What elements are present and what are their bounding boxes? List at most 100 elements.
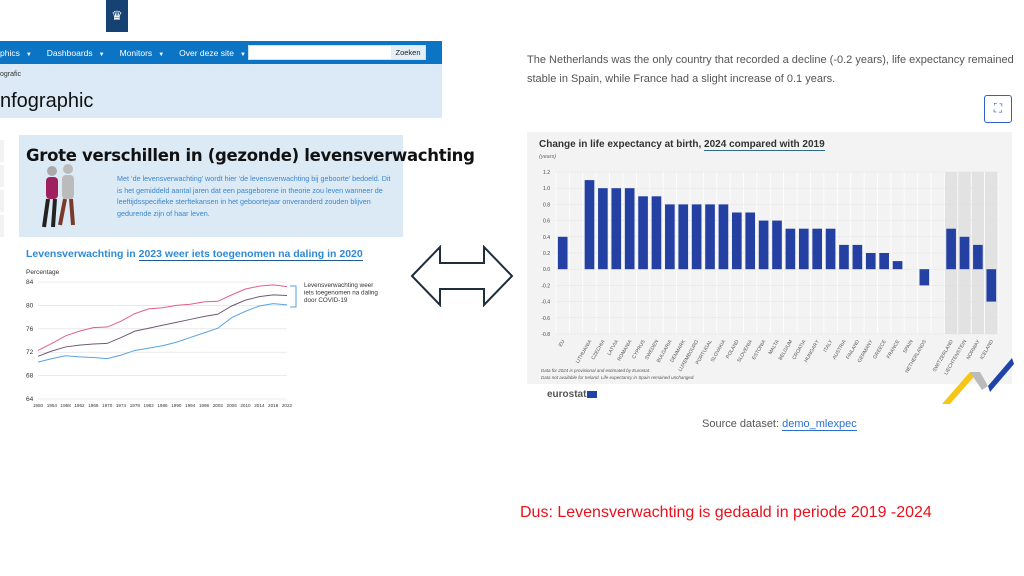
x-tick-label: MALTA xyxy=(768,338,781,355)
bar-czechia xyxy=(598,188,608,270)
nav-item-over-deze-site[interactable]: Over deze site ▼ xyxy=(179,48,246,58)
bar-france xyxy=(892,261,903,270)
page-header xyxy=(0,64,442,118)
sidebar-item[interactable] xyxy=(0,215,4,237)
bar-latvia xyxy=(611,188,622,270)
bar-hungary xyxy=(812,228,823,270)
x-tick-label: ESTONIA xyxy=(751,338,767,361)
line-chart-title: Levensverwachting in 2023 weer iets toeg… xyxy=(26,248,363,261)
bar-estonia xyxy=(758,220,769,270)
eurostat-decoration xyxy=(942,358,1014,404)
y-tick-label: 84 xyxy=(26,279,34,286)
y-tick-label: -0.4 xyxy=(541,300,550,306)
bar-iceland xyxy=(986,269,997,302)
bar-lithuania xyxy=(584,180,595,270)
nav-bar: phics ▼ Dashboards ▼ Monitors ▼ Over deze s… xyxy=(0,41,442,64)
info-text: Met ‘de levensverwachting’ wordt hier ‘d… xyxy=(117,174,391,218)
y-tick-label: -0.8 xyxy=(541,332,550,338)
y-tick-label: 0.2 xyxy=(543,251,550,257)
bar-slovakia xyxy=(718,204,729,270)
bar-croatia xyxy=(798,228,809,270)
y-tick-label: 80 xyxy=(26,302,34,309)
bar-germany xyxy=(865,253,876,270)
bar-bulgaria xyxy=(665,204,675,270)
x-tick-label: 1974 xyxy=(116,403,127,408)
search-input[interactable]: Zoeken xyxy=(248,45,426,60)
y-tick-label: 1.0 xyxy=(543,186,550,192)
info-title: Grote verschillen in (gezonde) levensver… xyxy=(26,146,475,165)
caret-down-icon: ▼ xyxy=(239,51,246,58)
breadcrumb[interactable]: ografic xyxy=(0,71,22,78)
conclusion-text: Dus: Levensverwachting is gedaald in per… xyxy=(520,504,932,521)
eurostat-wordmark: eurostat xyxy=(547,389,587,400)
x-tick-label: 1966 xyxy=(88,403,99,408)
bar-romania xyxy=(624,188,635,270)
x-tick-label: 1958 xyxy=(61,403,72,408)
nav-item-dashboards[interactable]: Dashboards ▼ xyxy=(47,48,105,58)
sidebar-item[interactable] xyxy=(0,165,4,187)
source-link[interactable]: demo_mlexpec xyxy=(782,418,857,431)
bar-chart-title: Change in life expectancy at birth, 2024… xyxy=(539,139,825,151)
bar-malta xyxy=(772,220,782,270)
x-tick-label: 1970 xyxy=(102,403,113,408)
annotation: Levensverwachting weer iets toegenomen na… xyxy=(304,282,378,304)
elderly-couple-illustration xyxy=(42,164,75,228)
info-box xyxy=(19,135,403,237)
x-tick-label: LITHUANIA xyxy=(575,338,594,364)
bar-finland xyxy=(852,244,863,270)
search-button[interactable]: Zoeken xyxy=(391,46,425,59)
bar-norway xyxy=(973,244,983,270)
bar-greece xyxy=(879,253,889,270)
bar-italy xyxy=(825,228,836,270)
bar-denmark xyxy=(678,204,689,270)
title-prefix: Levensverwachting in xyxy=(26,248,139,260)
bar-luxembourg xyxy=(691,204,702,270)
footnote: Data not available for Ireland. Life exp… xyxy=(541,375,695,380)
x-tick-label: 2006 xyxy=(227,403,238,408)
bar-chart-unit: (years) xyxy=(539,154,557,160)
nav-label: phics xyxy=(0,47,20,58)
y-axis-label: Percentage xyxy=(26,269,60,276)
y-tick-label: 0.0 xyxy=(543,267,550,273)
expand-icon[interactable]: ⛶ xyxy=(984,95,1012,123)
y-tick-label: 0.8 xyxy=(543,202,550,208)
nav-item-infographics[interactable]: phics ▼ xyxy=(0,48,32,58)
title-link[interactable]: 2023 weer iets toegenomen na daling in 2… xyxy=(138,248,363,261)
x-tick-label: 1954 xyxy=(47,403,58,408)
x-tick-label: SPAIN xyxy=(902,339,915,355)
bar-portugal xyxy=(705,204,715,270)
y-tick-label: 1.2 xyxy=(543,170,550,176)
sidebar-item[interactable] xyxy=(0,190,4,212)
bar-eu xyxy=(557,236,568,270)
nav-label: Dashboards xyxy=(46,47,93,58)
caret-down-icon: ▼ xyxy=(98,51,105,58)
y-tick-label: -0.6 xyxy=(541,316,550,322)
double-arrow-icon xyxy=(410,245,514,307)
nav-label: Monitors xyxy=(119,47,153,58)
x-tick-label: FRANCE xyxy=(886,338,902,359)
sidebar-item[interactable] xyxy=(0,140,4,162)
page-title: nfographic xyxy=(0,90,94,112)
bar-sweden xyxy=(651,196,662,270)
eurostat-logo: eurostat xyxy=(547,389,598,400)
x-tick-label: 2014 xyxy=(254,403,265,408)
y-tick-label: 0.6 xyxy=(543,219,550,225)
x-tick-label: 1950 xyxy=(33,403,44,408)
annotation-bracket xyxy=(290,285,297,308)
bar-cyprus xyxy=(638,196,648,270)
caret-down-icon: ▼ xyxy=(158,51,165,58)
bar-austria xyxy=(839,244,849,270)
eu-flag-icon xyxy=(587,391,598,398)
nav-item-monitors[interactable]: Monitors ▼ xyxy=(120,48,165,58)
y-tick-label: -0.2 xyxy=(541,283,550,289)
rijksoverheid-logo[interactable]: ♛ xyxy=(106,0,128,32)
title-link[interactable]: 2024 compared with 2019 xyxy=(704,139,825,151)
x-tick-label: EU xyxy=(558,339,567,348)
y-tick-label: 68 xyxy=(26,373,34,380)
x-tick-label: 1998 xyxy=(199,403,210,408)
x-tick-label: 1982 xyxy=(144,403,155,408)
source-dataset: Source dataset: demo_mlexpec xyxy=(702,418,857,431)
bar-slovenia xyxy=(745,212,756,270)
y-tick-label: 0.4 xyxy=(543,235,550,241)
